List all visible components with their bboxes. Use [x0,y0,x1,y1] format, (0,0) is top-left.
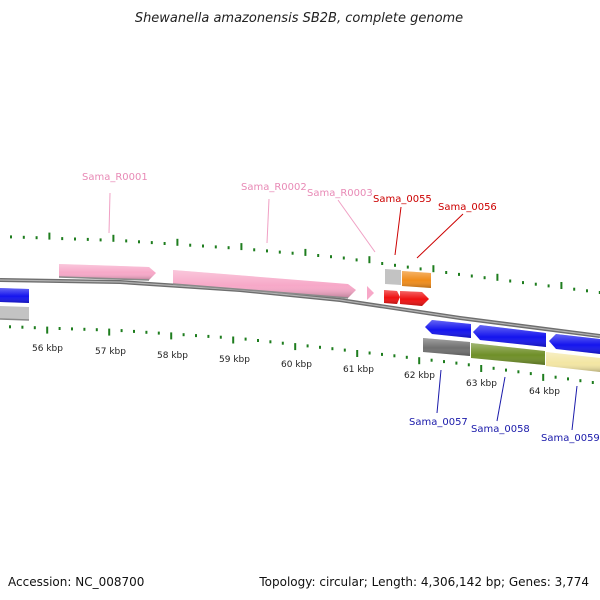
kbp-label-61: 61 kbp [343,365,374,375]
genome-summary-text: Topology: circular; Length: 4,306,142 bp… [258,575,589,589]
kbp-label-58: 58 kbp [157,351,188,361]
gene-label-r0001[interactable]: Sama_R0001 [82,172,148,183]
gene-label-0055[interactable]: Sama_0055 [373,194,432,205]
gene-label-r0003[interactable]: Sama_R0003 [307,188,373,199]
gene-r0002-feature[interactable] [172,270,356,299]
kbp-label-63: 63 kbp [466,379,497,389]
kbp-label-64: 64 kbp [529,387,560,397]
gene-0059-feature[interactable] [546,334,600,372]
accession-text: Accession: NC_008700 [8,575,144,589]
lower-tick-row [9,325,594,384]
kbp-label-60: 60 kbp [281,360,312,370]
genome-backbone-highlight [0,279,600,337]
left-edge-genes[interactable] [0,288,30,321]
gene-0055-feature[interactable] [384,269,401,304]
gene-0057-feature[interactable] [423,320,471,356]
gene-label-r0002[interactable]: Sama_R0002 [241,182,307,193]
upper-tick-row [10,232,600,294]
kbp-label-57: 57 kbp [95,347,126,357]
map-title: Shewanella amazonensis SB2B, complete ge… [135,11,463,26]
gene-r0003-feature[interactable] [367,286,374,300]
label-leaders [108,192,578,431]
gene-0056-feature[interactable] [400,271,431,306]
gene-r0001-feature[interactable] [58,264,156,281]
gene-0058-feature[interactable] [471,325,546,365]
gene-label-0056[interactable]: Sama_0056 [438,202,497,213]
kbp-label-56: 56 kbp [32,344,63,354]
kbp-label-62: 62 kbp [404,371,435,381]
gene-label-0057[interactable]: Sama_0057 [409,417,468,428]
gene-label-0058[interactable]: Sama_0058 [471,424,530,435]
kbp-label-59: 59 kbp [219,355,250,365]
gene-label-0059[interactable]: Sama_0059 [541,433,600,444]
